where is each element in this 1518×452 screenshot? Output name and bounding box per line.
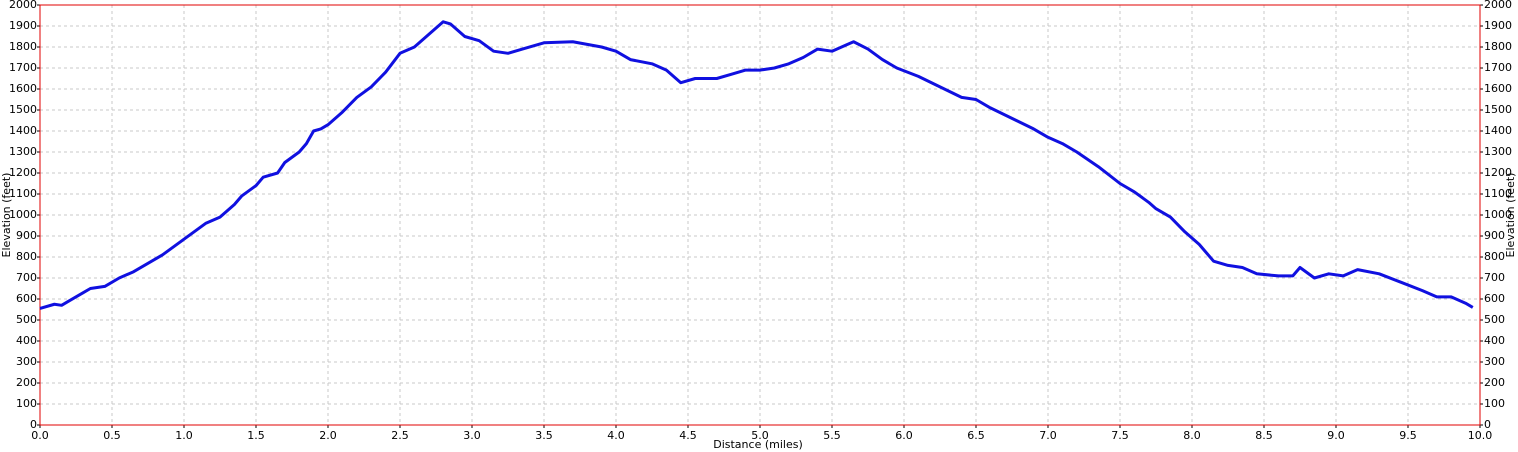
y2-tick-label: 700 — [1484, 271, 1505, 284]
y2-tick-label: 1400 — [1484, 124, 1512, 137]
y2-tick-label: 300 — [1484, 355, 1505, 368]
x-tick-label: 7.5 — [1111, 429, 1129, 442]
y-tick-label: 300 — [16, 355, 37, 368]
y-tick-label: 500 — [16, 313, 37, 326]
y2-tick-label: 1700 — [1484, 61, 1512, 74]
x-tick-label: 8.5 — [1255, 429, 1273, 442]
y-tick-label: 600 — [16, 292, 37, 305]
y2-tick-label: 1500 — [1484, 103, 1512, 116]
x-tick-label: 6.0 — [895, 429, 913, 442]
y2-tick-label: 600 — [1484, 292, 1505, 305]
plot-border — [39, 4, 1481, 426]
y-tick-label: 700 — [16, 271, 37, 284]
y2-axis-title: Elevation (feet) — [1504, 173, 1517, 258]
y2-tick-label: 0 — [1484, 418, 1491, 431]
y2-tick-label: 1600 — [1484, 82, 1512, 95]
y2-tick-label: 400 — [1484, 334, 1505, 347]
y-tick-label: 800 — [16, 250, 37, 263]
y2-tick-label: 200 — [1484, 376, 1505, 389]
y-tick-label: 1400 — [9, 124, 37, 137]
y-tick-label: 900 — [16, 229, 37, 242]
y2-tick-label: 1200 — [1484, 166, 1512, 179]
y-tick-label: 1800 — [9, 40, 37, 53]
x-tick-label: 3.0 — [463, 429, 481, 442]
y2-tick-label: 1300 — [1484, 145, 1512, 158]
y-tick-label: 1100 — [9, 187, 37, 200]
x-tick-label: 7.0 — [1039, 429, 1057, 442]
y2-tick-label: 900 — [1484, 229, 1505, 242]
x-tick-label: 4.5 — [679, 429, 697, 442]
y-tick-label: 1200 — [9, 166, 37, 179]
y-tick-label: 1600 — [9, 82, 37, 95]
x-tick-label: 9.5 — [1399, 429, 1417, 442]
x-tick-label: 2.5 — [391, 429, 409, 442]
y-axis-title: Elevation (feet) — [0, 173, 13, 258]
y2-tick-label: 800 — [1484, 250, 1505, 263]
y-tick-label: 1500 — [9, 103, 37, 116]
y2-tick-label: 1800 — [1484, 40, 1512, 53]
y-tick-label: 200 — [16, 376, 37, 389]
x-axis-title: Distance (miles) — [713, 438, 803, 451]
x-tick-label: 5.0 — [751, 429, 769, 442]
y2-tick-label: 1000 — [1484, 208, 1512, 221]
x-tick-label: 9.0 — [1327, 429, 1345, 442]
y-tick-label: 2000 — [9, 0, 37, 11]
x-tick-label: 6.5 — [967, 429, 985, 442]
y-tick-label: 1300 — [9, 145, 37, 158]
y-tick-label: 1700 — [9, 61, 37, 74]
y-tick-label: 0 — [30, 418, 37, 431]
x-tick-label: 10.0 — [1468, 429, 1493, 442]
y-tick-label: 400 — [16, 334, 37, 347]
y-tick-label: 100 — [16, 397, 37, 410]
y-tick-label: 1000 — [9, 208, 37, 221]
y2-tick-label: 100 — [1484, 397, 1505, 410]
elevation-line — [39, 20, 1474, 310]
x-tick-label: 0.0 — [31, 429, 49, 442]
y2-tick-label: 2000 — [1484, 0, 1512, 11]
y2-tick-label: 1900 — [1484, 19, 1512, 32]
x-tick-label: 5.5 — [823, 429, 841, 442]
x-tick-label: 1.0 — [175, 429, 193, 442]
y-tick-label: 1900 — [9, 19, 37, 32]
y2-tick-label: 500 — [1484, 313, 1505, 326]
x-tick-label: 4.0 — [607, 429, 625, 442]
y2-tick-label: 1100 — [1484, 187, 1512, 200]
x-tick-label: 8.0 — [1183, 429, 1201, 442]
x-tick-label: 1.5 — [247, 429, 265, 442]
x-tick-label: 2.0 — [319, 429, 337, 442]
x-tick-label: 0.5 — [103, 429, 121, 442]
x-tick-label: 3.5 — [535, 429, 553, 442]
